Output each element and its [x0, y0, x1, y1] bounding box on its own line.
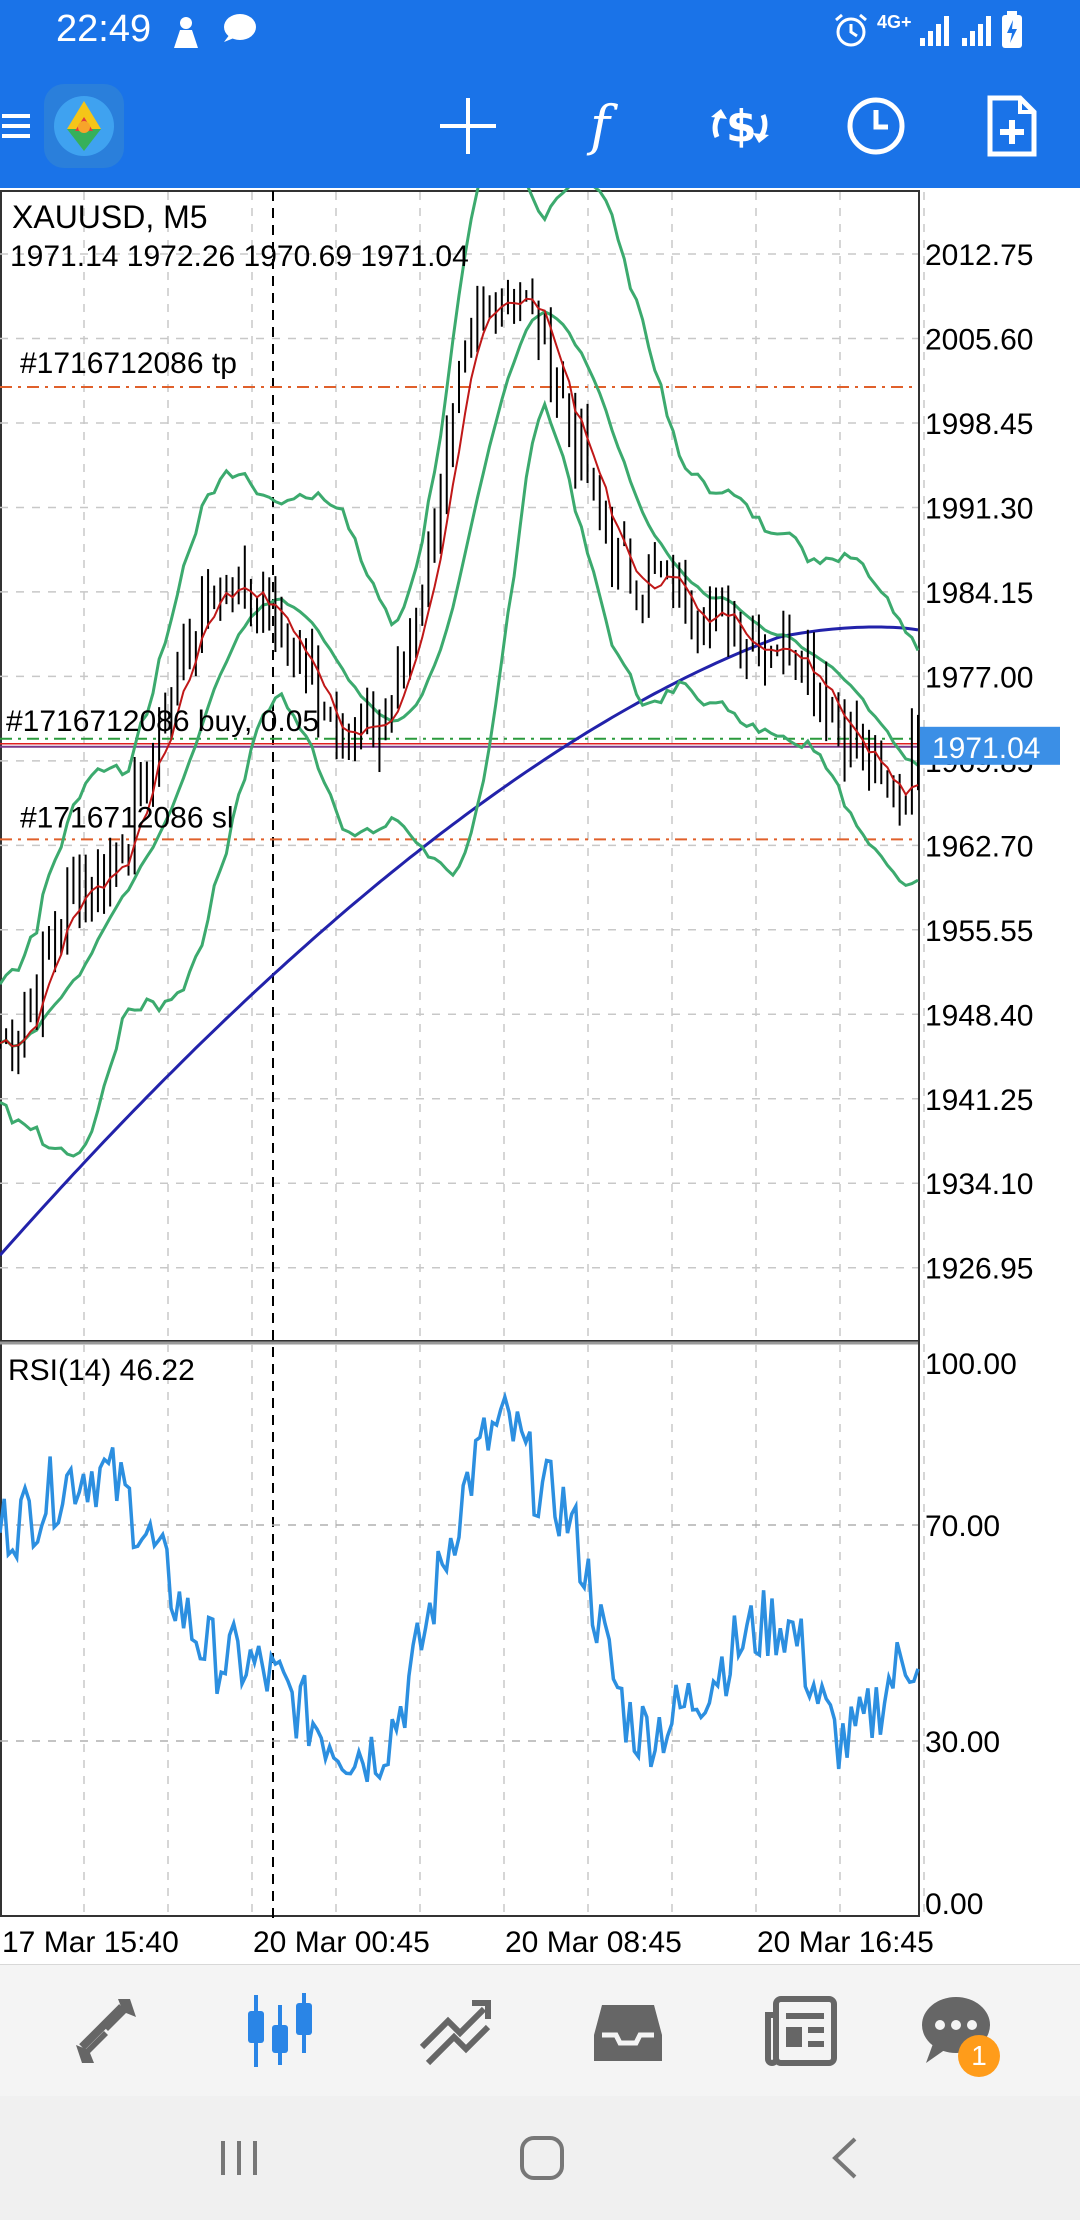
rsi-tick-label: 100.00 — [925, 1348, 1017, 1381]
price-tick-label: 1934.10 — [925, 1168, 1033, 1201]
time-tick-label: 20 Mar 00:45 — [253, 1926, 430, 1959]
home-icon — [520, 2136, 564, 2180]
menu-icon — [2, 114, 30, 138]
indicators-button[interactable]: f — [564, 86, 644, 166]
rsi-tick-label: 70.00 — [925, 1510, 1000, 1543]
new-order-icon: $ — [711, 101, 769, 152]
news-icon — [765, 1996, 837, 2066]
network-type: 4G+ — [877, 12, 912, 32]
chart-canvas[interactable]: XAUUSD, M5 1971.14 1972.26 1970.69 1971.… — [0, 188, 1080, 1964]
quotes-icon — [76, 1999, 136, 2063]
nav-messages[interactable]: 1 — [906, 1981, 1006, 2081]
price-tick-label: 1948.40 — [925, 999, 1033, 1032]
back-icon — [832, 2137, 857, 2179]
history-icon — [594, 2005, 662, 2061]
trade-icon — [419, 2000, 491, 2066]
price-tick-label: 1977.00 — [925, 661, 1033, 694]
rsi-chart-frame — [0, 1340, 920, 1917]
bottom-navigation: 1 — [0, 1964, 1080, 2097]
alarm-icon — [835, 13, 867, 47]
metatrader-logo-icon — [54, 96, 114, 156]
recent-apps-button[interactable] — [200, 2118, 280, 2198]
rsi-tick-label: 30.00 — [925, 1726, 1000, 1759]
price-tick-label: 2005.60 — [925, 323, 1033, 356]
chat-bubble-icon — [224, 14, 256, 42]
rsi-label: RSI(14) 46.22 — [8, 1354, 195, 1387]
bollinger-middle-band — [0, 309, 919, 1048]
status-bar: 22:49 4G+ — [0, 0, 1080, 64]
nav-trade[interactable] — [404, 1981, 504, 2081]
objects-button[interactable] — [972, 86, 1052, 166]
new-order-button[interactable]: $ — [700, 86, 780, 166]
fast-moving-average-line — [0, 297, 919, 1048]
svg-text:f: f — [586, 96, 618, 156]
indicators-icon: f — [586, 96, 618, 156]
objects-icon — [987, 95, 1037, 157]
rsi-tick-label: 0.00 — [925, 1888, 983, 1921]
rsi-line — [0, 1391, 920, 1783]
price-tick-label: 1991.30 — [925, 492, 1033, 525]
crosshair-button[interactable] — [428, 86, 508, 166]
status-time: 22:49 — [56, 8, 152, 50]
price-tick-label: 1941.25 — [925, 1084, 1033, 1117]
price-axis[interactable]: 2012.75 2005.60 1998.45 1991.30 1984.15 1977.… — [925, 239, 1033, 1286]
bollinger-upper-band — [0, 188, 920, 985]
nav-quotes[interactable] — [56, 1981, 156, 2081]
price-tick-label: 2012.75 — [925, 239, 1033, 272]
battery-icon — [1002, 11, 1022, 48]
timeframe-button[interactable] — [836, 86, 916, 166]
menu-button[interactable] — [0, 86, 46, 166]
current-price-tag: 1971.04 — [920, 726, 1060, 765]
price-tick-label: 1962.70 — [925, 830, 1033, 863]
tp-label: #1716712086 tp — [20, 347, 237, 380]
crosshair-icon — [440, 98, 496, 154]
home-button[interactable] — [502, 2118, 582, 2198]
sl-label: #1716712086 sl — [20, 801, 234, 834]
current-price-value: 1971.04 — [932, 732, 1040, 765]
nav-history[interactable] — [578, 1981, 678, 2081]
nav-news[interactable] — [752, 1981, 852, 2081]
time-tick-label: 17 Mar 15:40 — [2, 1926, 179, 1959]
chart-icon — [248, 1993, 312, 2067]
messages-badge: 1 — [958, 2035, 1000, 2077]
price-tick-label: 1926.95 — [925, 1253, 1033, 1286]
rsi-axis: 100.00 70.00 30.00 0.00 — [925, 1348, 1017, 1921]
timeframe-icon — [847, 97, 905, 155]
signal-icon — [962, 16, 991, 46]
vertical-grid — [83, 192, 925, 1914]
signal-icon — [920, 16, 949, 46]
app-logo[interactable] — [44, 84, 124, 168]
time-tick-label: 20 Mar 08:45 — [505, 1926, 682, 1959]
svg-text:$: $ — [726, 101, 757, 152]
price-tick-label: 1998.45 — [925, 408, 1033, 441]
time-tick-label: 20 Mar 16:45 — [757, 1926, 934, 1959]
symbol-label: XAUUSD, M5 — [12, 199, 208, 235]
price-tick-label: 1955.55 — [925, 915, 1033, 948]
nav-chart[interactable] — [230, 1981, 330, 2081]
buy-label: #1716712086 buy, 0.05 — [6, 705, 319, 738]
system-navigation-bar — [0, 2096, 1080, 2220]
chart-area[interactable]: XAUUSD, M5 1971.14 1972.26 1970.69 1971.… — [0, 188, 1080, 1964]
recent-apps-icon — [221, 2141, 257, 2175]
price-candles — [0, 278, 919, 1075]
chart-toolbar: f $ — [0, 64, 1080, 188]
back-button[interactable] — [806, 2118, 886, 2198]
ohlc-label: 1971.14 1972.26 1970.69 1971.04 — [10, 240, 469, 273]
price-tick-label: 1984.15 — [925, 577, 1033, 610]
time-axis: 17 Mar 15:40 20 Mar 00:45 20 Mar 08:45 20 M… — [2, 1926, 934, 1959]
bollinger-lower-band — [0, 399, 919, 1158]
person-icon — [174, 17, 198, 48]
